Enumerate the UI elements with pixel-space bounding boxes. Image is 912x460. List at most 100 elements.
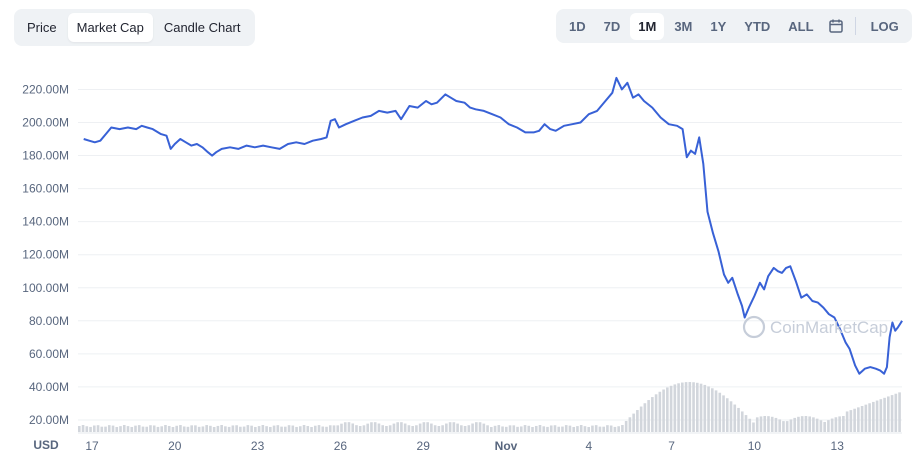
range-1y-button[interactable]: 1Y [710,18,727,34]
volume-bar [759,416,763,432]
divider [854,17,856,35]
volume-bar [501,426,504,432]
volume-bar [875,400,879,432]
volume-bar [744,415,748,432]
volume-bar [272,425,276,432]
volume-bar [624,421,628,432]
volume-bar [879,399,883,432]
volume-bar [872,401,875,432]
volume-bar [782,421,785,432]
volume-bar [755,417,759,432]
volume-bar [265,426,268,432]
volume-bar [797,416,800,432]
volume-bar [239,426,242,432]
volume-bar [220,425,223,432]
x-tick-label: 10 [748,439,762,453]
volume-bar [340,423,343,432]
volume-bar [313,425,317,432]
volume-bar [276,425,280,432]
volume-bar [681,382,684,432]
volume-bar [377,423,381,432]
volume-bar [104,426,107,432]
volume-bar [190,425,193,432]
volume-bar [403,423,407,432]
x-tick-label: 23 [251,439,265,453]
volume-bar [677,383,680,432]
volume-bar [366,423,370,432]
range-3m-button[interactable]: 3M [674,18,693,34]
calendar-icon[interactable] [823,13,849,40]
volume-bar [242,426,246,432]
volume-bar [666,387,669,432]
volume-bar [261,425,265,432]
y-tick-label: 120.00M [22,248,69,262]
volume-bar [343,422,347,432]
volume-bar [710,388,714,432]
volume-bar [355,425,358,432]
volume-bar [152,425,156,432]
volume-bar [688,382,692,432]
tab-price[interactable]: Price [27,20,57,35]
volume-bar [437,426,441,432]
volume-bar [201,426,205,432]
volume-bar [212,427,216,432]
volume-bar [662,389,665,432]
volume-bar [310,426,313,432]
volume-bar [864,404,868,432]
volume-bar [699,383,703,432]
volume-bar [883,397,886,432]
volume-bar [602,426,605,432]
volume-bar [789,419,793,432]
volume-bar [572,426,576,432]
range-selector: 1D 7D 1M 3M 1Y YTD ALL LOG [556,9,912,43]
tab-market-cap[interactable]: Market Cap [67,13,153,42]
volume-bar [594,425,598,432]
volume-bar [658,391,662,432]
volume-bar [475,422,478,432]
volume-bar [718,392,722,432]
volume-bar [568,425,572,432]
volume-bar [407,425,411,432]
volume-bar [317,425,321,432]
volume-bar [740,411,744,432]
volume-bar [636,410,639,432]
volume-bar [302,425,306,432]
range-all-button[interactable]: ALL [788,18,814,34]
volume-bar [295,426,298,432]
x-tick-label: 29 [417,439,431,453]
range-1d-button[interactable]: 1D [569,18,586,34]
volume-bar [707,386,710,432]
y-tick-label: 160.00M [22,182,69,196]
range-1m-button[interactable]: 1M [630,12,665,40]
volume-bar [231,425,235,432]
range-ytd-button[interactable]: YTD [744,18,771,34]
tab-candle-chart[interactable]: Candle Chart [163,20,241,35]
volume-bar [149,425,152,432]
volume-bar [119,426,122,432]
volume-bar [868,403,871,432]
volume-bar [898,392,901,432]
volume-bar [418,423,422,432]
volume-bar [628,417,632,432]
volume-bar [134,425,137,432]
volume-bar [606,425,609,432]
volume-bar [752,422,755,432]
volume-bar [516,426,519,432]
volume-bar [321,426,325,432]
volume-bar [89,426,92,432]
x-tick-label: 20 [168,439,182,453]
volume-bar [179,425,182,432]
volume-bar [703,384,707,432]
y-tick-label: 100.00M [22,281,69,295]
volume-bar [254,426,257,432]
log-scale-button[interactable]: LOG [870,18,899,34]
volume-bar [767,416,770,432]
volume-bar [460,425,463,432]
volume-bar [534,425,538,432]
range-7d-button[interactable]: 7D [603,18,621,34]
volume-bar [373,422,377,432]
volume-bar [527,425,531,432]
volume-bar [823,421,826,432]
volume-bar [328,425,332,432]
volume-bar [673,384,677,432]
